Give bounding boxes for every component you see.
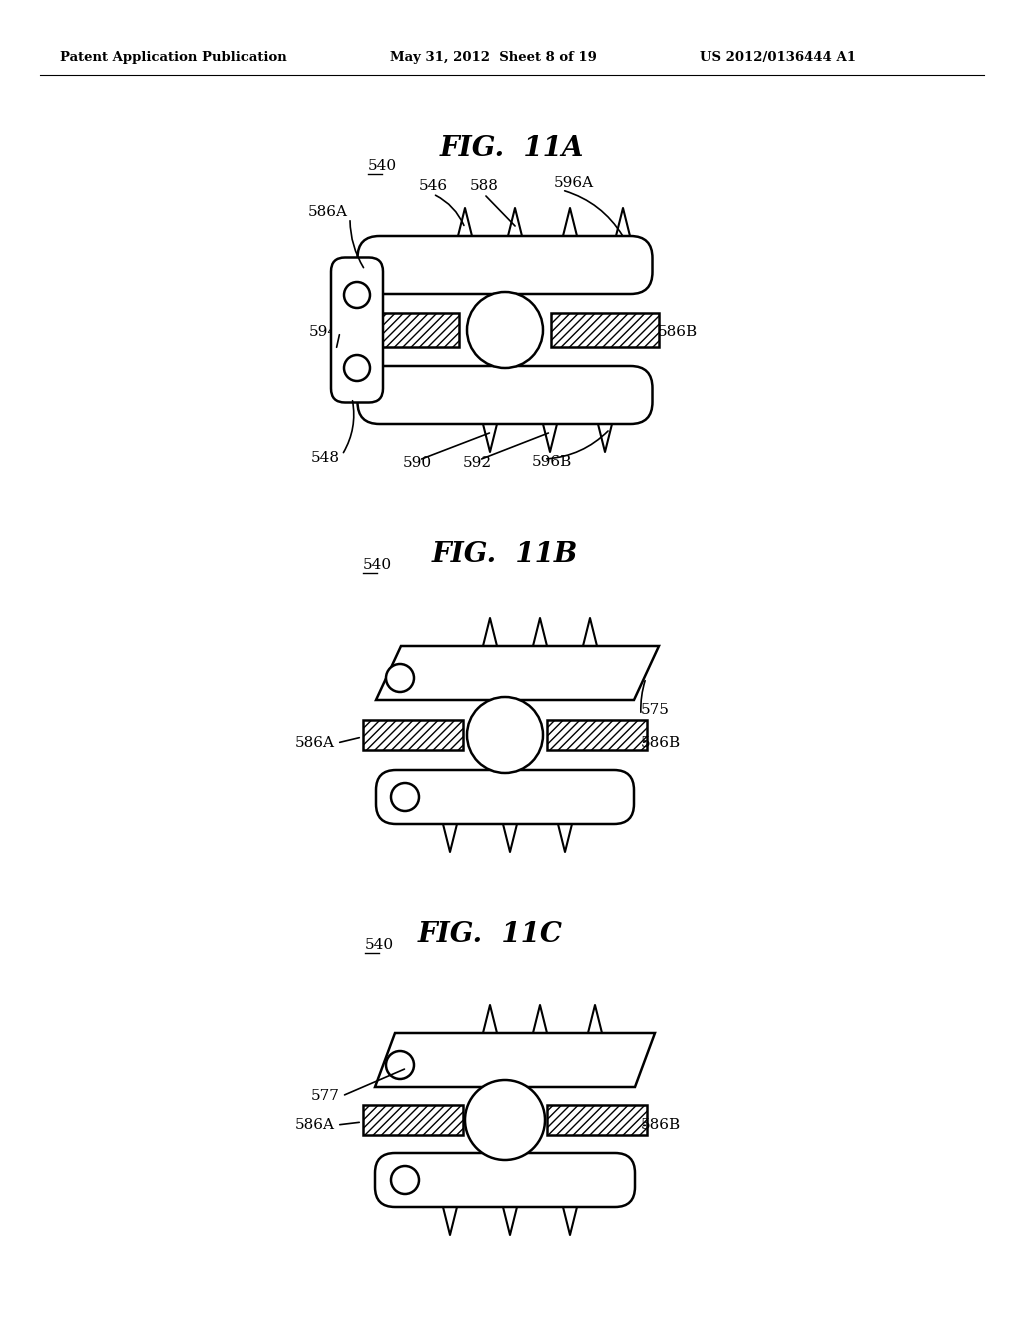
Text: FIG.  11C: FIG. 11C (418, 921, 562, 949)
Circle shape (386, 664, 414, 692)
Text: May 31, 2012  Sheet 8 of 19: May 31, 2012 Sheet 8 of 19 (390, 50, 597, 63)
Text: 590: 590 (402, 455, 431, 470)
Text: 592: 592 (463, 455, 492, 470)
FancyBboxPatch shape (357, 366, 652, 424)
Text: 586A: 586A (295, 1118, 335, 1133)
Text: FIG.  11B: FIG. 11B (432, 541, 579, 569)
Text: 586B: 586B (641, 1118, 681, 1133)
Circle shape (465, 1080, 545, 1160)
Circle shape (391, 783, 419, 810)
Circle shape (467, 292, 543, 368)
FancyBboxPatch shape (375, 1152, 635, 1206)
Text: 540: 540 (368, 158, 397, 173)
Text: 586A: 586A (295, 737, 335, 750)
Circle shape (344, 355, 370, 381)
Bar (551, 313, 659, 347)
Text: Patent Application Publication: Patent Application Publication (60, 50, 287, 63)
FancyBboxPatch shape (357, 236, 652, 294)
Polygon shape (375, 1034, 655, 1086)
FancyBboxPatch shape (376, 770, 634, 824)
Bar (362, 1105, 463, 1135)
Circle shape (344, 282, 370, 308)
Text: 540: 540 (365, 939, 394, 952)
Text: 546: 546 (419, 180, 447, 193)
Text: FIG.  11A: FIG. 11A (440, 135, 584, 161)
Text: 586A: 586A (308, 205, 348, 219)
Text: US 2012/0136444 A1: US 2012/0136444 A1 (700, 50, 856, 63)
Text: 575: 575 (641, 704, 670, 717)
Bar (351, 313, 459, 347)
Polygon shape (376, 645, 659, 700)
Circle shape (391, 1166, 419, 1195)
Text: 548: 548 (311, 451, 340, 465)
Text: 586B: 586B (658, 325, 698, 339)
Circle shape (386, 1051, 414, 1078)
Text: 594: 594 (309, 325, 338, 339)
Text: 586B: 586B (641, 737, 681, 750)
Bar (547, 1105, 647, 1135)
Text: 577: 577 (311, 1089, 340, 1104)
Text: 540: 540 (362, 558, 392, 572)
FancyBboxPatch shape (331, 257, 383, 403)
Text: 596A: 596A (554, 176, 594, 190)
Text: 588: 588 (470, 180, 499, 193)
Bar (362, 719, 463, 750)
Circle shape (467, 697, 543, 774)
Text: 596B: 596B (532, 455, 572, 469)
Bar (547, 719, 647, 750)
